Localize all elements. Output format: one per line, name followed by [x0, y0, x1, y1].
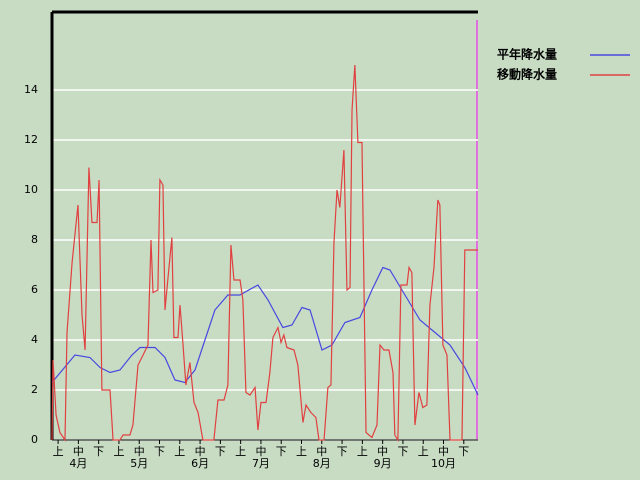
y-tick-label: 12: [24, 133, 38, 146]
month-label: 7月: [252, 457, 270, 470]
data-line: [51, 64, 478, 443]
x-tick-label: 下: [276, 445, 287, 458]
x-tick-label: 中: [195, 445, 206, 458]
legend-label: 平年降水量: [497, 47, 557, 62]
x-tick-label: 中: [73, 445, 84, 458]
data-line: [51, 266, 479, 396]
y-tick-label: 8: [31, 233, 38, 246]
x-tick-label: 中: [316, 445, 327, 458]
x-tick-label: 中: [377, 445, 388, 458]
x-tick-label: 上: [53, 445, 64, 458]
month-label: 10月: [431, 457, 456, 470]
y-tick-label: 4: [31, 333, 38, 346]
x-tick-label: 上: [418, 445, 429, 458]
x-tick-label: 下: [93, 445, 104, 458]
month-label: 5月: [130, 457, 148, 470]
x-tick-label: 下: [397, 445, 408, 458]
x-tick-label: 上: [235, 445, 246, 458]
y-tick-label: 6: [31, 283, 38, 296]
x-tick-label: 下: [337, 445, 348, 458]
y-tick-label: 10: [24, 183, 38, 196]
x-tick-label: 上: [113, 445, 124, 458]
x-tick-label: 下: [458, 445, 469, 458]
month-label: 6月: [191, 457, 209, 470]
x-tick-label: 下: [154, 445, 165, 458]
x-tick-label: 中: [134, 445, 145, 458]
y-tick-label: 14: [24, 83, 38, 96]
month-label: 8月: [313, 457, 331, 470]
x-tick-label: 上: [296, 445, 307, 458]
x-tick-label: 上: [357, 445, 368, 458]
month-label: 9月: [374, 457, 392, 470]
y-tick-label: 2: [31, 383, 38, 396]
month-label: 4月: [69, 457, 87, 470]
x-tick-label: 下: [215, 445, 226, 458]
x-tick-label: 中: [438, 445, 449, 458]
legend-label: 移動降水量: [497, 67, 557, 82]
x-tick-label: 中: [255, 445, 266, 458]
y-tick-label: 0: [31, 433, 38, 446]
x-tick-label: 上: [174, 445, 185, 458]
